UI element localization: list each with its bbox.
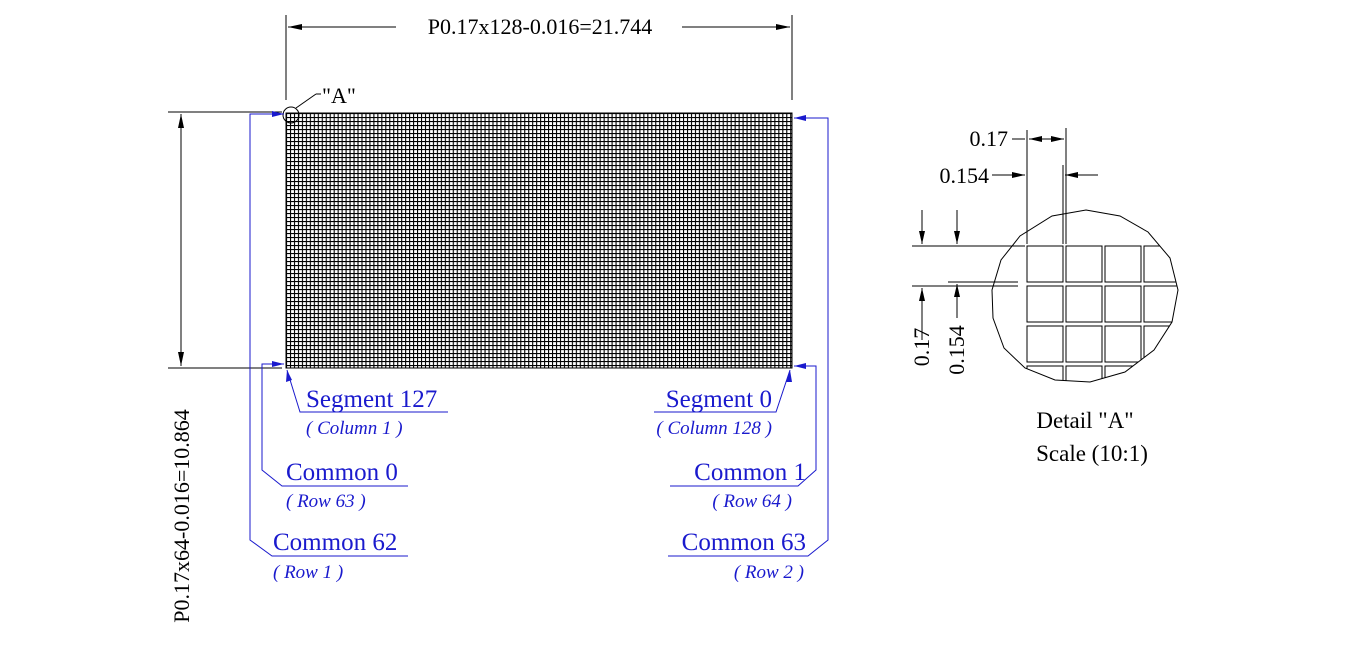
detail-title: Detail "A" [1036, 408, 1133, 433]
detail-scale: Scale (10:1) [1036, 441, 1148, 466]
detail-a-marker-label: "A" [322, 83, 356, 108]
detail-a-marker: "A" [282, 83, 356, 124]
segment-0-label: Segment 0 [666, 386, 772, 413]
pixel-matrix [285, 112, 793, 369]
segment-0-sub: ( Column 128 ) [656, 418, 772, 439]
detail-pitch-label: 0.17 [970, 126, 1009, 151]
segment-127-label: Segment 127 [306, 386, 437, 413]
common-1-label: Common 1 [694, 459, 806, 486]
height-dimension-label: P0.17x64-0.016=10.864 [169, 409, 194, 622]
detail-v-pitch-label: 0.17 [909, 328, 934, 367]
common-0-sub: ( Row 63 ) [286, 491, 366, 512]
detail-a-view: 0.17 0.154 0.17 0.154 Detail "A" Scale (… [909, 126, 1179, 466]
segment-127-sub: ( Column 1 ) [306, 418, 403, 439]
detail-v-pixel-label: 0.154 [944, 325, 969, 375]
height-dimension: P0.17x64-0.016=10.864 [168, 111, 282, 623]
common-1-sub: ( Row 64 ) [712, 491, 792, 512]
width-dimension-label: P0.17x128-0.016=21.744 [428, 14, 652, 39]
detail-pixel-label: 0.154 [940, 163, 990, 188]
common-62-label: Common 62 [273, 529, 397, 556]
common-63-sub: ( Row 2 ) [734, 562, 804, 583]
callout-leaders [249, 111, 829, 557]
common-63-label: Common 63 [682, 529, 806, 556]
common-62-sub: ( Row 1 ) [273, 562, 343, 583]
common-0-label: Common 0 [286, 459, 398, 486]
width-dimension: P0.17x128-0.016=21.744 [285, 14, 793, 100]
